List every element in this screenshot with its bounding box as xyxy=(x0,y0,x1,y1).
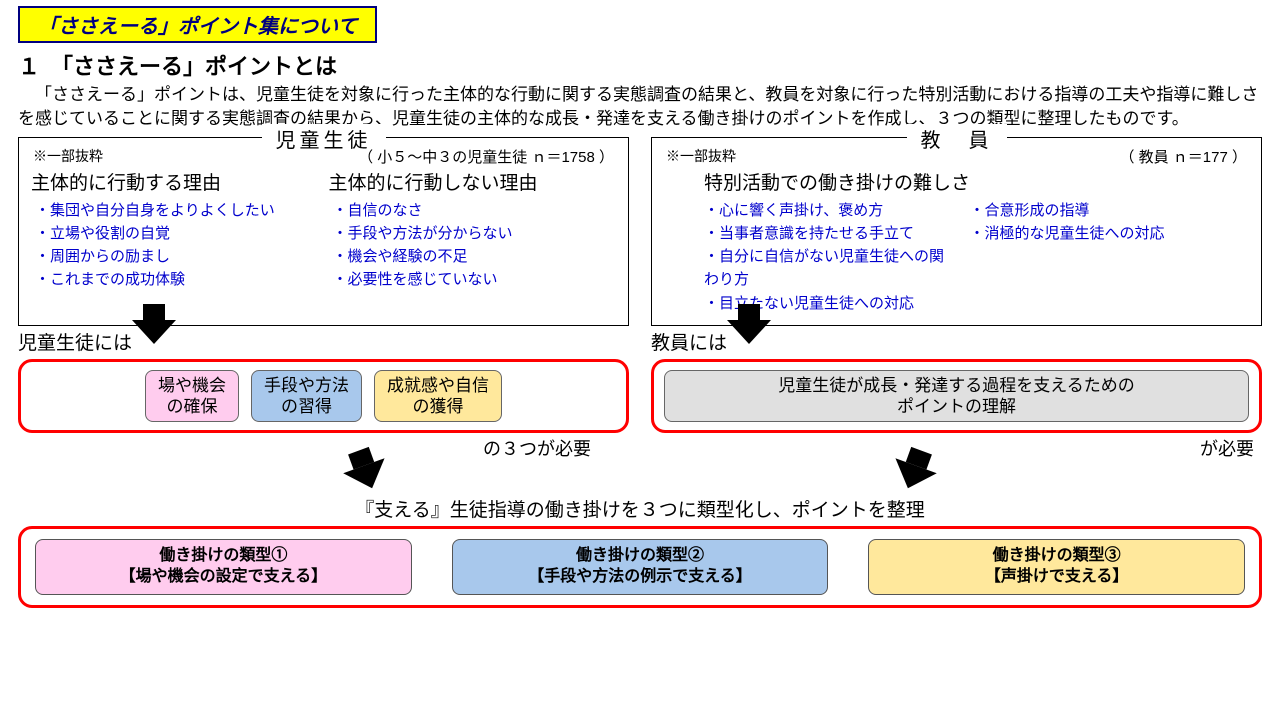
bullet-item: 立場や役割の自覚 xyxy=(35,222,319,245)
student-need-pill: 場や機会 の確保 xyxy=(145,370,239,423)
students-excerpt: ※一部抜粋 xyxy=(33,146,103,166)
bullet-item: これまでの成功体験 xyxy=(35,268,319,291)
students-colA: 主体的に行動する理由 集団や自分自身をよりよくしたい立場や役割の自覚周囲からの励… xyxy=(31,168,319,292)
panels-row: 児童生徒 ※一部抜粋 （ 小５～中３の児童生徒 ｎ＝1758 ） 主体的に行動す… xyxy=(18,137,1262,326)
teachers-n: （ 教員 ｎ＝177 ） xyxy=(1119,146,1247,167)
intro-paragraph: 「ささえーる」ポイントは、児童生徒を対象に行った主体的な行動に関する実態調査の結… xyxy=(18,83,1262,131)
students-colB-head: 主体的に行動しない理由 xyxy=(329,168,617,195)
arrow-down-icon xyxy=(727,320,771,344)
students-tail: の３つが必要 xyxy=(18,435,621,461)
students-colB: 主体的に行動しない理由 自信のなさ手段や方法が分からない機会や経験の不足必要性を… xyxy=(329,168,617,292)
bullet-item: 消極的な児童生徒への対応 xyxy=(970,222,1250,245)
bullet-item: 心に響く声掛け、褒め方 xyxy=(704,199,948,222)
students-colA-head: 主体的に行動する理由 xyxy=(31,168,319,195)
bullet-item: 当事者意識を持たせる手立て xyxy=(704,222,948,245)
bullet-item: 合意形成の指導 xyxy=(970,199,1250,222)
type-pill: 働き掛けの類型①【場や機会の設定で支える】 xyxy=(35,539,412,595)
students-panel: 児童生徒 ※一部抜粋 （ 小５～中３の児童生徒 ｎ＝1758 ） 主体的に行動す… xyxy=(18,137,629,326)
teachers-pill: 児童生徒が成長・発達する過程を支えるための ポイントの理解 xyxy=(664,370,1249,423)
bullet-item: 自信のなさ xyxy=(333,199,617,222)
bullet-item: 手段や方法が分からない xyxy=(333,222,617,245)
teachers-head: 特別活動での働き掛けの難しさ xyxy=(664,168,1249,195)
bullet-item: 必要性を感じていない xyxy=(333,268,617,291)
teachers-pillbox: 児童生徒が成長・発達する過程を支えるための ポイントの理解 xyxy=(651,359,1262,434)
teachers-tail: が必要 xyxy=(651,435,1254,461)
types-row: 働き掛けの類型①【場や機会の設定で支える】働き掛けの類型②【手段や方法の例示で支… xyxy=(18,526,1262,608)
students-below-label: 児童生徒には xyxy=(18,328,132,355)
students-n: （ 小５～中３の児童生徒 ｎ＝1758 ） xyxy=(358,146,614,167)
center-statement: 『支える』生徒指導の働き掛けを３つに類型化し、ポイントを整理 xyxy=(0,495,1280,522)
bullet-item: 周囲からの励まし xyxy=(35,245,319,268)
arrow-diag-icon xyxy=(343,459,393,497)
students-pillbox: 場や機会 の確保手段や方法 の習得成就感や自信 の獲得 xyxy=(18,359,629,434)
bullet-item: 機会や経験の不足 xyxy=(333,245,617,268)
students-below: 児童生徒には 場や機会 の確保手段や方法 の習得成就感や自信 の獲得 の３つが必… xyxy=(18,326,629,462)
arrow-diag-icon xyxy=(887,459,937,497)
converge-arrows xyxy=(0,465,1280,489)
teachers-below: 教員には 児童生徒が成長・発達する過程を支えるための ポイントの理解 が必要 xyxy=(651,326,1262,462)
bullet-item: 集団や自分自身をよりよくしたい xyxy=(35,199,319,222)
student-need-pill: 手段や方法 の習得 xyxy=(251,370,362,423)
student-need-pill: 成就感や自信 の獲得 xyxy=(374,370,502,423)
arrow-down-icon xyxy=(132,320,176,344)
teachers-below-label: 教員には xyxy=(651,328,727,355)
type-pill: 働き掛けの類型③【声掛けで支える】 xyxy=(868,539,1245,595)
banner-title: 「ささえーる」ポイント集について xyxy=(18,6,377,43)
section-heading: １ 「ささえーる」ポイントとは xyxy=(18,49,1280,81)
teachers-panel-label: 教 員 xyxy=(907,124,1007,153)
bullet-item: 自分に自信がない児童生徒への関わり方 xyxy=(704,245,948,292)
teachers-panel: 教 員 ※一部抜粋 （ 教員 ｎ＝177 ） 特別活動での働き掛けの難しさ 心に… xyxy=(651,137,1262,326)
below-row: 児童生徒には 場や機会 の確保手段や方法 の習得成就感や自信 の獲得 の３つが必… xyxy=(18,326,1262,462)
teachers-excerpt: ※一部抜粋 xyxy=(666,146,736,166)
type-pill: 働き掛けの類型②【手段や方法の例示で支える】 xyxy=(452,539,829,595)
